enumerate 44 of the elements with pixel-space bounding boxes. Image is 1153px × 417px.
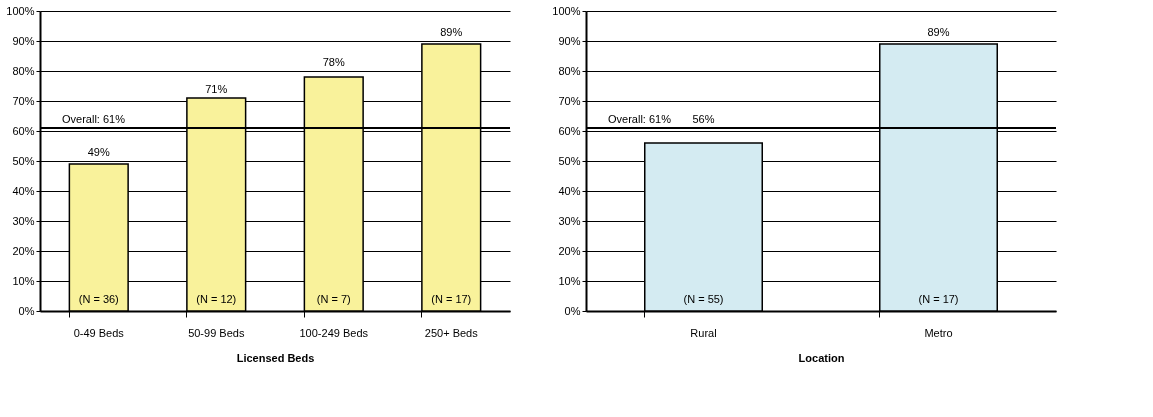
y-tick-label: 50% <box>558 154 581 167</box>
x-tick-label: 50-99 Beds <box>188 326 245 339</box>
y-tick-label: 20% <box>558 244 581 257</box>
y-tick-label: 80% <box>12 64 35 77</box>
y-tick-label: 90% <box>558 34 581 47</box>
data-label: 78% <box>322 56 345 68</box>
x-tick-label: 0-49 Beds <box>73 326 125 339</box>
data-label: 56% <box>692 113 715 125</box>
annotation: (N = 17) <box>918 293 959 305</box>
x-tick-label: 250+ Beds <box>424 326 479 339</box>
annotation: (N = 12) <box>196 293 237 305</box>
ref-line-label: Overall: 61% <box>608 113 672 125</box>
x-axis-title: Licensed Beds <box>236 351 315 364</box>
y-tick-label: 30% <box>12 214 35 227</box>
y-tick-label: 40% <box>558 184 581 197</box>
annotation: (N = 36) <box>78 293 119 305</box>
y-tick-label: 100% <box>6 4 35 17</box>
y-tick-label: 70% <box>558 94 581 107</box>
y-tick-label: 80% <box>558 64 581 77</box>
y-tick-label: 30% <box>558 214 581 227</box>
y-tick-label: 10% <box>558 274 581 287</box>
y-tick-label: 0% <box>18 304 35 317</box>
x-tick-label: 100-249 Beds <box>299 326 369 339</box>
x-tick-label: Rural <box>690 326 717 339</box>
annotation: (N = 7) <box>316 293 351 305</box>
y-tick-label: 90% <box>12 34 35 47</box>
data-label: 49% <box>87 146 110 158</box>
annotation: (N = 55) <box>683 293 724 305</box>
data-label: 71% <box>205 83 228 95</box>
y-tick-label: 40% <box>12 184 35 197</box>
x-tick-label: Metro <box>924 326 953 339</box>
y-tick-label: 60% <box>558 124 581 137</box>
ref-line-label: Overall: 61% <box>62 113 126 125</box>
y-tick-label: 100% <box>552 4 581 17</box>
y-tick-label: 10% <box>12 274 35 287</box>
data-label: 89% <box>927 26 950 38</box>
y-tick-label: 0% <box>564 304 581 317</box>
y-tick-label: 60% <box>12 124 35 137</box>
x-axis-title: Location <box>798 351 845 364</box>
y-tick-label: 20% <box>12 244 35 257</box>
y-tick-label: 70% <box>12 94 35 107</box>
data-label: 89% <box>440 26 463 38</box>
annotation: (N = 17) <box>431 293 472 305</box>
y-tick-label: 50% <box>12 154 35 167</box>
